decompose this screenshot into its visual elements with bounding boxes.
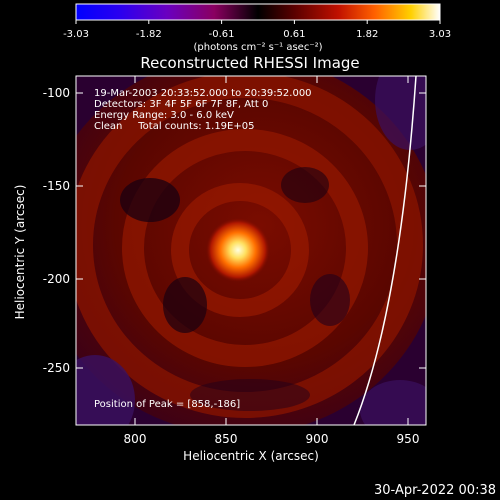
info-line-detectors: Detectors: 3F 4F 5F 6F 7F 8F, Att 0 bbox=[94, 99, 268, 110]
colorbar-ticks bbox=[75, 20, 441, 24]
colorbar-tick-label: 0.61 bbox=[283, 29, 305, 40]
peak-position-label: Position of Peak = [858,-186] bbox=[94, 399, 240, 410]
x-tick-label: 950 bbox=[397, 432, 420, 446]
colorbar bbox=[75, 3, 441, 21]
colorbar-tick-label: -3.03 bbox=[63, 29, 89, 40]
info-line-energy: Energy Range: 3.0 - 6.0 keV bbox=[94, 110, 234, 121]
x-axis-label: Heliocentric X (arcsec) bbox=[183, 449, 319, 463]
rhessi-image bbox=[76, 76, 426, 425]
colorbar-unit-label: (photons cm⁻² s⁻¹ asec⁻²) bbox=[193, 42, 322, 53]
x-tick-label: 850 bbox=[215, 432, 238, 446]
colorbar-tick-label: -1.82 bbox=[136, 29, 162, 40]
y-tick-label: -150 bbox=[43, 179, 70, 193]
y-tick-label: -200 bbox=[43, 272, 70, 286]
solar-limb-line bbox=[353, 76, 417, 425]
x-tick-label: 900 bbox=[306, 432, 329, 446]
info-line-counts: Clean Total counts: 1.19E+05 bbox=[94, 121, 254, 132]
y-axis-ticks bbox=[76, 92, 426, 369]
info-line-time: 19-Mar-2003 20:33:52.000 to 20:39:52.000 bbox=[94, 88, 312, 99]
y-tick-label: -250 bbox=[43, 361, 70, 375]
y-axis-label: Heliocentric Y (arcsec) bbox=[13, 185, 27, 320]
x-axis-ticks bbox=[134, 76, 409, 425]
plot-title: Reconstructed RHESSI Image bbox=[140, 54, 359, 72]
colorbar-tick-label: 1.82 bbox=[356, 29, 378, 40]
colorbar-tick-label: -0.61 bbox=[209, 29, 235, 40]
timestamp: 30-Apr-2022 00:38 bbox=[374, 483, 496, 498]
plot-frame bbox=[75, 75, 427, 426]
x-tick-label: 800 bbox=[124, 432, 147, 446]
colorbar-tick-label: 3.03 bbox=[429, 29, 451, 40]
y-tick-label: -100 bbox=[43, 86, 70, 100]
